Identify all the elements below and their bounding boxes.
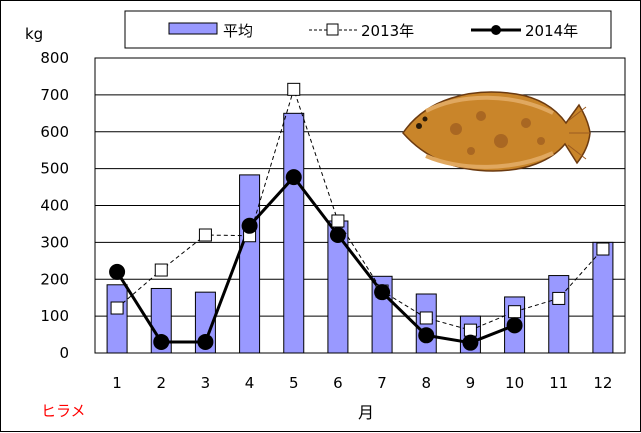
legend: 平均 2013年 2014年 xyxy=(124,10,612,49)
bar-average xyxy=(548,275,570,354)
marker-2014 xyxy=(462,334,479,351)
bar-average xyxy=(283,112,305,354)
marker-2014 xyxy=(418,327,435,344)
marker-2013 xyxy=(331,214,345,228)
y-unit-label: kg xyxy=(25,25,43,43)
marker-2013 xyxy=(154,263,168,277)
bar-average xyxy=(592,241,614,354)
legend-swatch-average xyxy=(168,22,218,35)
x-tick-label: 4 xyxy=(245,374,255,392)
gridlines xyxy=(95,57,625,317)
marker-2013 xyxy=(463,323,477,337)
legend-marker-2013 xyxy=(326,23,339,36)
marker-2013 xyxy=(198,228,212,242)
bar-average xyxy=(239,174,261,354)
marker-2013 xyxy=(508,305,522,319)
y-tick-label: 300 xyxy=(40,233,69,251)
flounder-fish-illustration xyxy=(402,91,591,172)
marker-2014 xyxy=(285,169,302,186)
y-tick-label: 600 xyxy=(40,123,69,141)
bar-average xyxy=(106,284,128,354)
legend-label-2014: 2014年 xyxy=(525,22,578,40)
marker-2014 xyxy=(329,227,346,243)
x-tick-label: 10 xyxy=(505,374,524,392)
x-tick-label: 11 xyxy=(549,374,568,392)
y-tick-label: 200 xyxy=(40,270,69,288)
marker-2013 xyxy=(110,301,124,315)
marker-2013 xyxy=(419,311,433,325)
legend-marker-2014 xyxy=(491,25,501,35)
x-tick-label: 8 xyxy=(421,374,431,392)
x-tick-label: 3 xyxy=(201,374,211,392)
marker-2013 xyxy=(552,291,566,305)
legend-label-average: 平均 xyxy=(223,22,253,40)
series-lines xyxy=(115,87,604,345)
marker-2014 xyxy=(241,217,258,234)
y-tick-label: 500 xyxy=(40,160,69,178)
legend-label-2013: 2013年 xyxy=(361,22,414,40)
y-tick-label: 0 xyxy=(59,344,69,362)
x-tick-label: 5 xyxy=(289,374,299,392)
x-tick-label: 6 xyxy=(333,374,343,392)
y-tick-label: 800 xyxy=(40,49,69,67)
y-tick-label: 700 xyxy=(40,86,69,104)
marker-2014 xyxy=(197,333,214,350)
marker-2013 xyxy=(287,82,301,96)
y-tick-label: 100 xyxy=(40,307,69,325)
marker-2013 xyxy=(596,242,610,256)
y-tick-labels: 0 100 200 300 400 500 600 700 800 xyxy=(40,49,69,362)
x-axis-title: 月 xyxy=(358,403,374,422)
marker-2014 xyxy=(153,333,170,350)
marker-2014 xyxy=(109,263,126,280)
plot-area-border xyxy=(94,57,626,354)
x-tick-label: 1 xyxy=(112,374,122,392)
line-2014 xyxy=(115,174,516,345)
series-markers xyxy=(109,82,610,351)
marker-2014 xyxy=(506,317,523,334)
x-tick-label: 7 xyxy=(377,374,387,392)
x-tick-label: 12 xyxy=(593,374,612,392)
marker-2014 xyxy=(374,284,391,301)
x-tick-label: 2 xyxy=(156,374,166,392)
x-tick-labels: 1 2 3 4 5 6 7 8 9 10 11 12 xyxy=(112,374,612,392)
x-tick-label: 9 xyxy=(466,374,476,392)
species-label: ヒラメ xyxy=(41,402,86,420)
line-2013 xyxy=(116,87,604,331)
y-tick-label: 400 xyxy=(40,197,69,215)
